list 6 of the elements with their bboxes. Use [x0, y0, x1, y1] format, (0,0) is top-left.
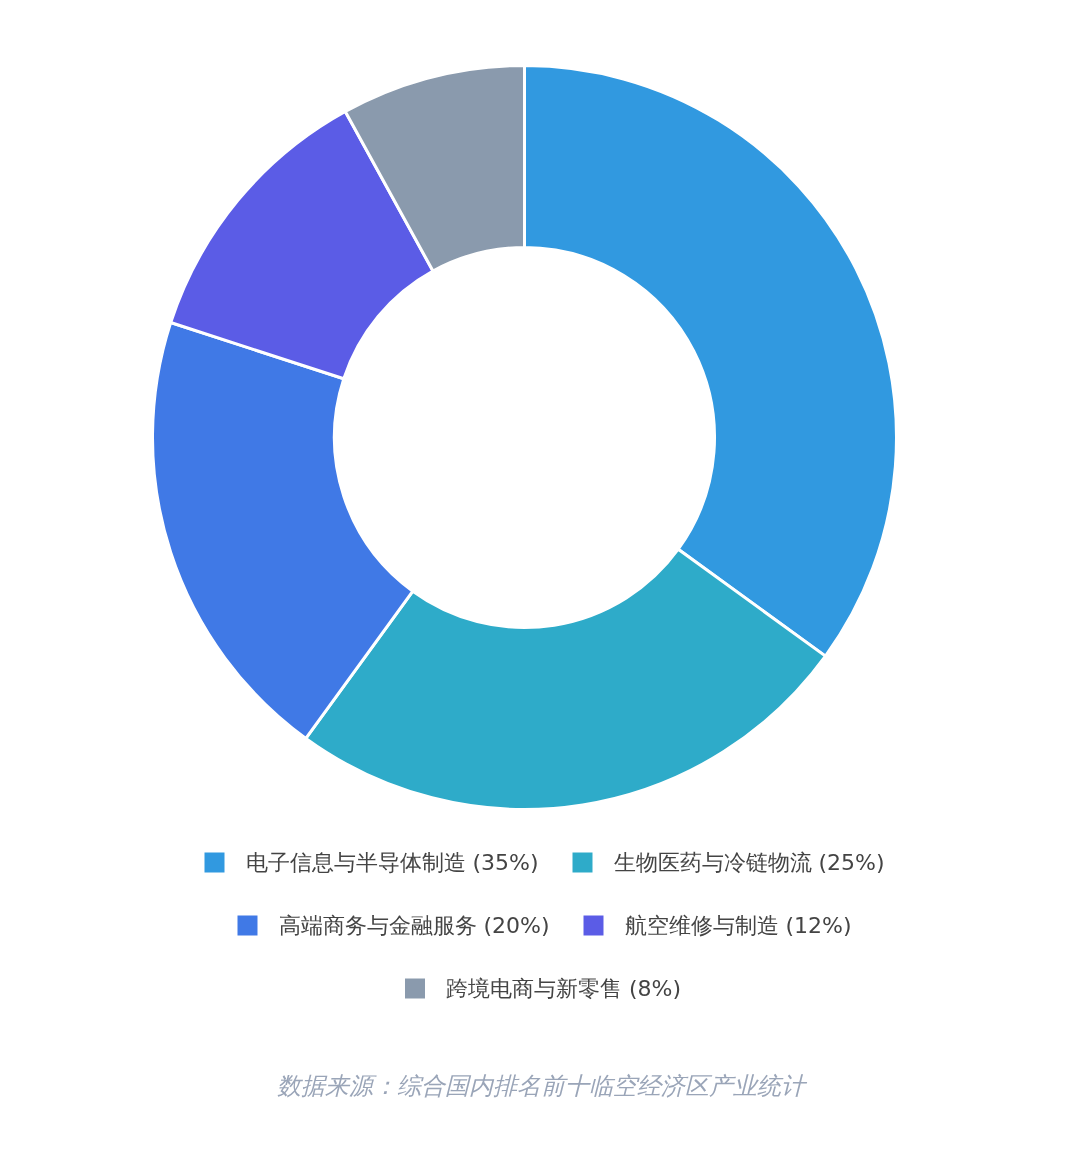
legend-label: 航空维修与制造 (12%)	[624, 913, 852, 938]
legend-label: 高端商务与金融服务 (20%)	[278, 913, 550, 938]
legend-label: 跨境电商与新零售 (8%)	[446, 976, 682, 1001]
legend-label: 生物医药与冷链物流 (25%)	[613, 850, 885, 875]
source-note: 数据来源：综合国内排名前十临空经济区产业统计	[276, 1071, 808, 1100]
legend-label: 电子信息与半导体制造 (35%)	[245, 850, 539, 875]
